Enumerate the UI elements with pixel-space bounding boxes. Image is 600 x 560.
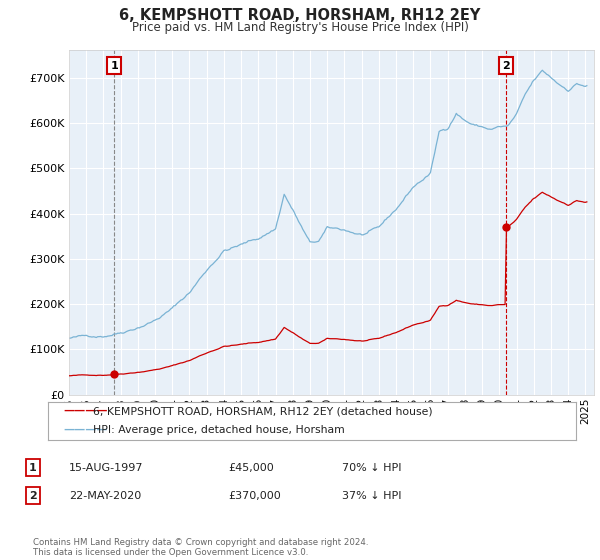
Text: 1: 1 [110,60,118,71]
Text: Price paid vs. HM Land Registry's House Price Index (HPI): Price paid vs. HM Land Registry's House … [131,21,469,34]
Text: £370,000: £370,000 [228,491,281,501]
Text: ————: ———— [63,425,107,435]
Text: £45,000: £45,000 [228,463,274,473]
Text: 6, KEMPSHOTT ROAD, HORSHAM, RH12 2EY: 6, KEMPSHOTT ROAD, HORSHAM, RH12 2EY [119,8,481,24]
Text: 22-MAY-2020: 22-MAY-2020 [69,491,141,501]
Text: 37% ↓ HPI: 37% ↓ HPI [342,491,401,501]
Text: Contains HM Land Registry data © Crown copyright and database right 2024.
This d: Contains HM Land Registry data © Crown c… [33,538,368,557]
Text: HPI: Average price, detached house, Horsham: HPI: Average price, detached house, Hors… [93,425,345,435]
Text: 1: 1 [29,463,37,473]
Text: 15-AUG-1997: 15-AUG-1997 [69,463,143,473]
Text: 70% ↓ HPI: 70% ↓ HPI [342,463,401,473]
Text: 2: 2 [29,491,37,501]
Text: 6, KEMPSHOTT ROAD, HORSHAM, RH12 2EY (detached house): 6, KEMPSHOTT ROAD, HORSHAM, RH12 2EY (de… [93,406,433,416]
Text: ————: ———— [63,406,107,416]
Text: 2: 2 [502,60,510,71]
